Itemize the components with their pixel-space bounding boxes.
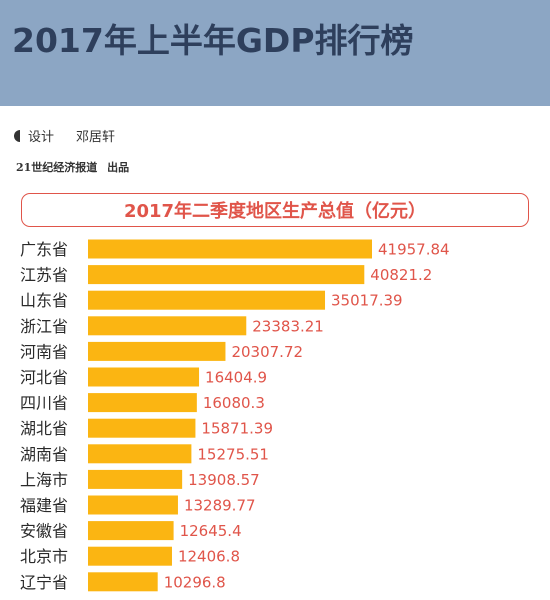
category-label: 湖北省: [20, 419, 68, 438]
category-label: 上海市: [20, 470, 68, 489]
bar: [88, 444, 192, 464]
value-label: 15871.39: [201, 420, 273, 438]
credit-role: 设计: [28, 130, 55, 145]
chart-title: 2017年二季度地区生产总值（亿元）: [123, 201, 427, 222]
value-label: 13289.77: [184, 497, 256, 515]
value-label: 13908.57: [188, 471, 260, 489]
value-label: 41957.84: [378, 241, 450, 259]
category-label: 浙江省: [20, 317, 68, 336]
category-label: 河北省: [20, 368, 68, 387]
bar: [88, 521, 174, 541]
bar: [88, 393, 197, 413]
category-label: 福建省: [20, 496, 68, 515]
publisher-org: 21世纪经济报道: [16, 161, 98, 174]
value-label: 23383.21: [252, 317, 324, 335]
category-label: 江苏省: [20, 266, 68, 285]
bar: [88, 546, 172, 566]
half-circle-icon: [14, 129, 20, 142]
value-label: 10296.8: [164, 573, 226, 591]
value-label: 16404.9: [205, 369, 267, 387]
value-label: 12406.8: [178, 548, 240, 566]
category-label: 山东省: [20, 291, 68, 310]
page-title: 2017年上半年GDP排行榜: [12, 21, 414, 60]
chart-title-box: 2017年二季度地区生产总值（亿元）: [21, 193, 529, 227]
category-label: 广东省: [20, 240, 68, 259]
publisher-line: 21世纪经济报道 出品: [16, 159, 129, 175]
bar: [88, 572, 158, 592]
bar: [88, 418, 196, 438]
category-label: 安徽省: [20, 522, 68, 541]
value-label: 15275.51: [197, 445, 269, 463]
bar: [88, 239, 372, 259]
value-label: 12645.4: [180, 522, 242, 540]
value-label: 16080.3: [203, 394, 265, 412]
bar: [88, 316, 247, 336]
value-label: 35017.39: [331, 292, 403, 310]
credit-name: 邓居轩: [76, 130, 116, 145]
category-label: 四川省: [20, 394, 68, 413]
category-label: 北京市: [20, 547, 68, 566]
bar: [88, 341, 226, 361]
value-label: 40821.2: [370, 266, 432, 284]
bar: [88, 367, 200, 387]
publisher-suffix: 出品: [107, 161, 130, 174]
bar: [88, 265, 365, 285]
header-banner: 2017年上半年GDP排行榜: [0, 0, 550, 106]
category-label: 湖南省: [20, 445, 68, 464]
bar: [88, 469, 183, 489]
category-label: 辽宁省: [20, 573, 68, 592]
bar: [88, 290, 326, 310]
category-label: 河南省: [20, 342, 68, 361]
bar: [88, 495, 178, 515]
design-credit: 设计 邓居轩: [14, 126, 115, 145]
value-label: 20307.72: [231, 343, 303, 361]
bar-chart: 广东省 41957.84 江苏省 40821.2 山东省 35017.39 浙江省 23383…: [20, 239, 450, 592]
